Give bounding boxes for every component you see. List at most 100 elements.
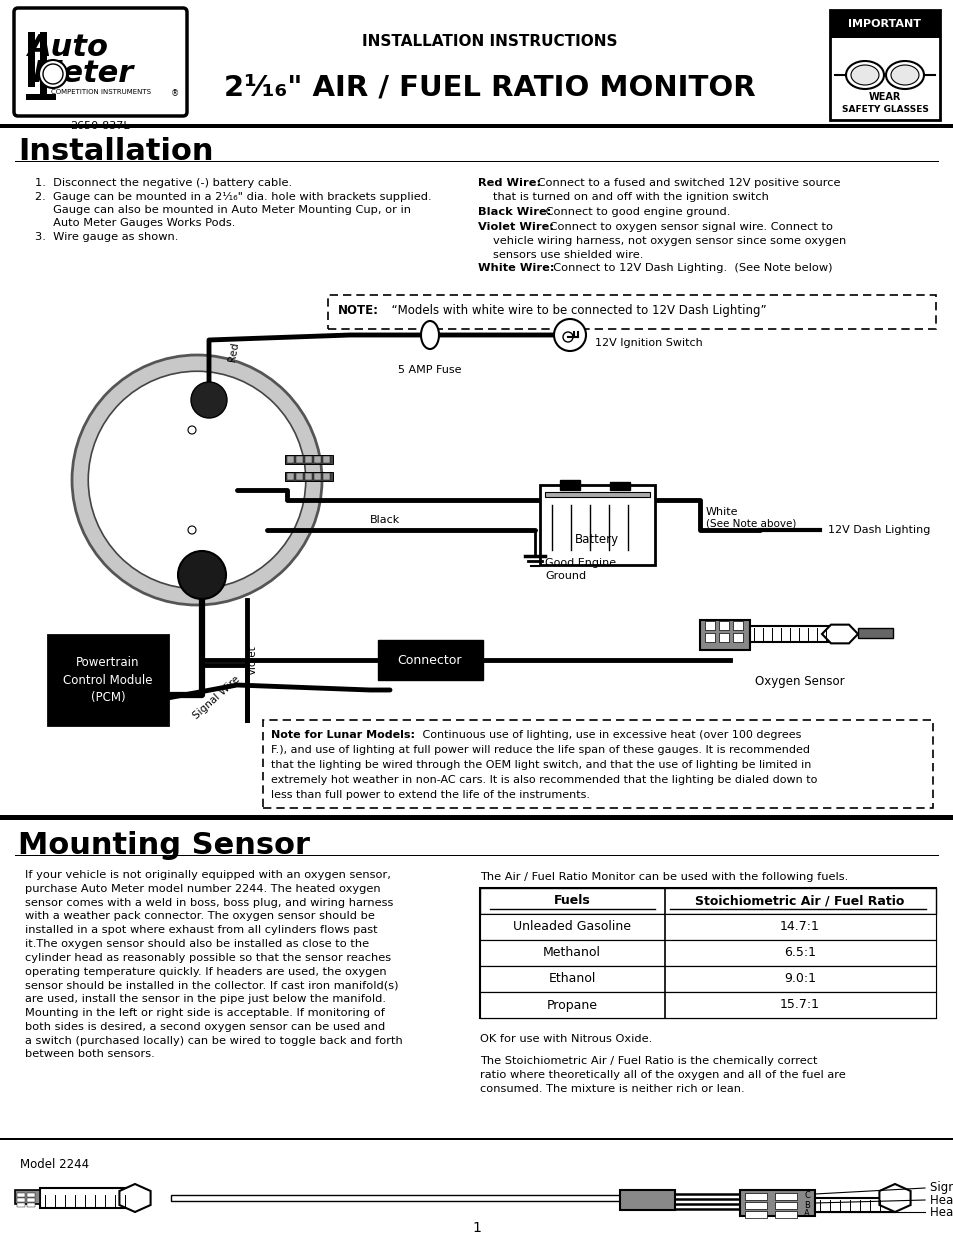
Bar xyxy=(774,1193,796,1200)
Text: B: B xyxy=(803,1200,809,1209)
Text: Ground: Ground xyxy=(544,571,585,580)
Bar xyxy=(263,720,932,808)
Text: Note for Lunar Models:: Note for Lunar Models: xyxy=(271,730,415,740)
Text: between both sensors.: between both sensors. xyxy=(25,1050,154,1060)
Text: Heater Ground: Heater Ground xyxy=(929,1193,953,1207)
Text: Good Engine: Good Engine xyxy=(544,558,616,568)
Bar xyxy=(314,473,320,480)
Text: it.The oxygen sensor should also be installed as close to the: it.The oxygen sensor should also be inst… xyxy=(25,939,369,948)
Text: 1.  Disconnect the negative (-) battery cable.: 1. Disconnect the negative (-) battery c… xyxy=(35,178,292,188)
Circle shape xyxy=(191,382,227,417)
Bar xyxy=(285,454,333,464)
Bar xyxy=(28,32,35,86)
Ellipse shape xyxy=(420,321,438,350)
Bar xyxy=(774,1212,796,1218)
Bar xyxy=(559,480,579,490)
Bar xyxy=(740,1191,814,1216)
Circle shape xyxy=(562,332,573,342)
Text: COMPETITION INSTRUMENTS: COMPETITION INSTRUMENTS xyxy=(51,89,151,95)
Bar xyxy=(323,473,330,480)
Bar xyxy=(544,492,649,496)
Text: NOTE:: NOTE: xyxy=(337,304,378,317)
Text: with a weather pack connector. The oxygen sensor should be: with a weather pack connector. The oxyge… xyxy=(25,911,375,921)
Text: OK for use with Nitrous Oxide.: OK for use with Nitrous Oxide. xyxy=(479,1034,652,1044)
Bar xyxy=(479,888,935,914)
Text: Heater +: Heater + xyxy=(929,1205,953,1219)
Text: A: A xyxy=(803,1209,809,1219)
Text: 5 AMP Fuse: 5 AMP Fuse xyxy=(397,366,461,375)
Bar xyxy=(479,992,935,1018)
Bar xyxy=(719,634,728,642)
Text: consumed. The mixture is neither rich or lean.: consumed. The mixture is neither rich or… xyxy=(479,1084,744,1094)
Circle shape xyxy=(178,551,226,599)
Text: Propane: Propane xyxy=(546,999,597,1011)
Bar xyxy=(328,295,935,329)
Text: If your vehicle is not originally equipped with an oxygen sensor,: If your vehicle is not originally equipp… xyxy=(25,869,391,881)
Text: C: C xyxy=(803,1192,809,1200)
Text: The Air / Fuel Ratio Monitor can be used with the following fuels.: The Air / Fuel Ratio Monitor can be used… xyxy=(479,872,847,882)
Text: White Wire:: White Wire: xyxy=(477,263,554,273)
Text: sensor should be installed in the collector. If cast iron manifold(s): sensor should be installed in the collec… xyxy=(25,981,398,990)
Text: are used, install the sensor in the pipe just below the manifold.: are used, install the sensor in the pipe… xyxy=(25,994,386,1004)
Text: Stoichiometric Air / Fuel Ratio: Stoichiometric Air / Fuel Ratio xyxy=(695,894,903,908)
Bar xyxy=(744,1193,766,1200)
Bar xyxy=(719,621,728,630)
Text: 12V Dash Lighting: 12V Dash Lighting xyxy=(827,525,929,535)
Text: Violet Wire:: Violet Wire: xyxy=(477,222,554,232)
Bar xyxy=(0,815,953,820)
Text: ratio where theoretically all of the oxygen and all of the fuel are: ratio where theoretically all of the oxy… xyxy=(479,1070,845,1079)
Text: The Stoichiometric Air / Fuel Ratio is the chemically correct: The Stoichiometric Air / Fuel Ratio is t… xyxy=(479,1056,817,1066)
Bar xyxy=(15,161,938,162)
Text: that is turned on and off with the ignition switch: that is turned on and off with the ignit… xyxy=(493,191,768,201)
Bar xyxy=(48,635,168,725)
Bar xyxy=(744,1212,766,1218)
Text: Meter: Meter xyxy=(32,59,133,89)
Circle shape xyxy=(71,354,322,605)
Bar xyxy=(0,1137,953,1140)
Text: White: White xyxy=(705,508,738,517)
Text: Methanol: Methanol xyxy=(542,946,600,960)
Ellipse shape xyxy=(885,61,923,89)
Polygon shape xyxy=(821,625,857,643)
Bar xyxy=(171,1195,619,1200)
Bar xyxy=(704,621,714,630)
Text: Battery: Battery xyxy=(575,534,618,547)
Text: Model 2244: Model 2244 xyxy=(20,1158,89,1171)
Text: Black: Black xyxy=(370,515,400,525)
Circle shape xyxy=(188,526,195,534)
Bar xyxy=(619,1191,675,1210)
Bar xyxy=(323,456,330,463)
Ellipse shape xyxy=(845,61,883,89)
Bar xyxy=(40,1188,135,1208)
Bar xyxy=(774,1202,796,1209)
Text: F.), and use of lighting at full power will reduce the life span of these gauges: F.), and use of lighting at full power w… xyxy=(271,745,809,755)
Bar xyxy=(0,124,953,128)
Text: both sides is desired, a second oxygen sensor can be used and: both sides is desired, a second oxygen s… xyxy=(25,1021,385,1031)
Text: Mounting in the left or right side is acceptable. If monitoring of: Mounting in the left or right side is ac… xyxy=(25,1008,384,1018)
Text: IMPORTANT: IMPORTANT xyxy=(847,19,921,28)
Text: INSTALLATION INSTRUCTIONS: INSTALLATION INSTRUCTIONS xyxy=(362,35,618,49)
Text: a switch (purchased locally) can be wired to toggle back and forth: a switch (purchased locally) can be wire… xyxy=(25,1036,402,1046)
Bar xyxy=(314,456,320,463)
Bar xyxy=(295,456,303,463)
Polygon shape xyxy=(119,1184,151,1212)
Text: 2650-837L: 2650-837L xyxy=(71,121,130,131)
Bar xyxy=(287,473,294,480)
Text: Signal Wire: Signal Wire xyxy=(929,1182,953,1194)
Text: Auto: Auto xyxy=(28,32,109,62)
Text: Unleaded Gasoline: Unleaded Gasoline xyxy=(513,920,630,934)
Bar xyxy=(479,914,935,940)
Text: sensors use shielded wire.: sensors use shielded wire. xyxy=(493,249,642,259)
Bar xyxy=(609,482,629,490)
Bar xyxy=(295,473,303,480)
Bar xyxy=(744,1202,766,1209)
Text: that the lighting be wired through the OEM light switch, and that the use of lig: that the lighting be wired through the O… xyxy=(271,760,810,769)
Text: 2¹⁄₁₆" AIR / FUEL RATIO MONITOR: 2¹⁄₁₆" AIR / FUEL RATIO MONITOR xyxy=(224,74,755,103)
Circle shape xyxy=(188,426,195,433)
Text: cylinder head as reasonably possible so that the sensor reaches: cylinder head as reasonably possible so … xyxy=(25,952,391,963)
Bar xyxy=(704,634,714,642)
Bar xyxy=(479,966,935,992)
Text: Connect to oxygen sensor signal wire. Connect to: Connect to oxygen sensor signal wire. Co… xyxy=(545,222,832,232)
Text: (See Note above): (See Note above) xyxy=(705,519,796,529)
Bar xyxy=(539,485,655,564)
